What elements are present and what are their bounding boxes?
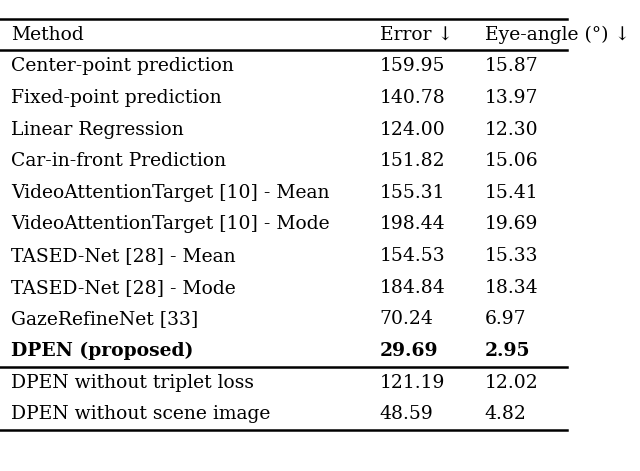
Text: DPEN (proposed): DPEN (proposed) bbox=[12, 342, 194, 360]
Text: 15.06: 15.06 bbox=[484, 152, 538, 170]
Text: Method: Method bbox=[12, 25, 84, 44]
Text: 19.69: 19.69 bbox=[484, 215, 538, 234]
Text: 48.59: 48.59 bbox=[380, 405, 433, 423]
Text: TASED-Net [28] - Mode: TASED-Net [28] - Mode bbox=[12, 279, 236, 297]
Text: 15.87: 15.87 bbox=[484, 57, 538, 75]
Text: 140.78: 140.78 bbox=[380, 89, 445, 107]
Text: 15.41: 15.41 bbox=[484, 184, 538, 202]
Text: GazeRefineNet [33]: GazeRefineNet [33] bbox=[12, 310, 198, 328]
Text: 151.82: 151.82 bbox=[380, 152, 445, 170]
Text: 70.24: 70.24 bbox=[380, 310, 433, 328]
Text: 4.82: 4.82 bbox=[484, 405, 526, 423]
Text: Fixed-point prediction: Fixed-point prediction bbox=[12, 89, 222, 107]
Text: 29.69: 29.69 bbox=[380, 342, 438, 360]
Text: 198.44: 198.44 bbox=[380, 215, 445, 234]
Text: Linear Regression: Linear Regression bbox=[12, 121, 184, 138]
Text: 13.97: 13.97 bbox=[484, 89, 538, 107]
Text: 154.53: 154.53 bbox=[380, 247, 445, 265]
Text: 184.84: 184.84 bbox=[380, 279, 445, 297]
Text: 2.95: 2.95 bbox=[484, 342, 530, 360]
Text: DPEN without triplet loss: DPEN without triplet loss bbox=[12, 374, 254, 391]
Text: 18.34: 18.34 bbox=[484, 279, 538, 297]
Text: 124.00: 124.00 bbox=[380, 121, 445, 138]
Text: 12.30: 12.30 bbox=[484, 121, 538, 138]
Text: VideoAttentionTarget [10] - Mean: VideoAttentionTarget [10] - Mean bbox=[12, 184, 330, 202]
Text: Car-in-front Prediction: Car-in-front Prediction bbox=[12, 152, 227, 170]
Text: 155.31: 155.31 bbox=[380, 184, 445, 202]
Text: 12.02: 12.02 bbox=[484, 374, 538, 391]
Text: Eye-angle (°) ↓: Eye-angle (°) ↓ bbox=[484, 25, 630, 44]
Text: 15.33: 15.33 bbox=[484, 247, 538, 265]
Text: 121.19: 121.19 bbox=[380, 374, 445, 391]
Text: TASED-Net [28] - Mean: TASED-Net [28] - Mean bbox=[12, 247, 236, 265]
Text: VideoAttentionTarget [10] - Mode: VideoAttentionTarget [10] - Mode bbox=[12, 215, 330, 234]
Text: Error ↓: Error ↓ bbox=[380, 25, 453, 44]
Text: DPEN without scene image: DPEN without scene image bbox=[12, 405, 271, 423]
Text: 159.95: 159.95 bbox=[380, 57, 445, 75]
Text: 6.97: 6.97 bbox=[484, 310, 526, 328]
Text: Center-point prediction: Center-point prediction bbox=[12, 57, 234, 75]
